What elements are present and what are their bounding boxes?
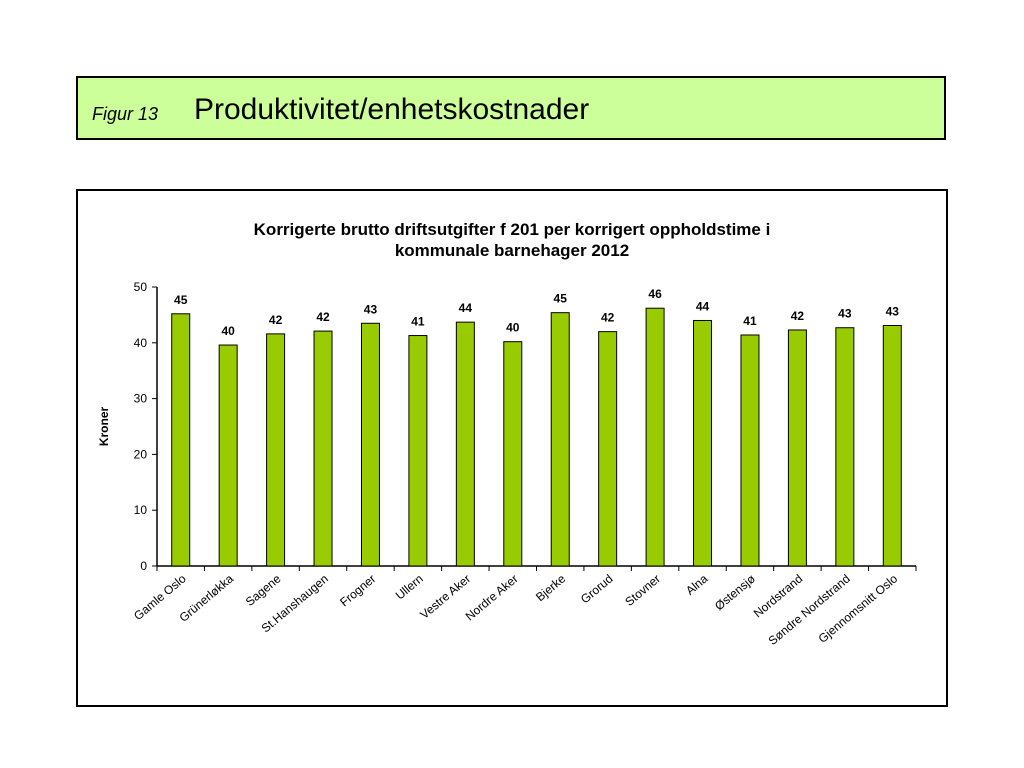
bar [693, 319, 713, 567]
category-label: Alna [683, 571, 711, 597]
data-label: 41 [743, 314, 757, 328]
category-label: Gjennomsnitt Oslo [816, 571, 901, 645]
category-label: Ullern [393, 572, 426, 603]
bar [598, 331, 618, 567]
bar [787, 329, 807, 567]
chart-title-line-2: kommunale barnehager 2012 [394, 241, 630, 260]
data-label: 43 [886, 305, 900, 319]
figure-title: Produktivitet/enhetskostnader [194, 93, 590, 126]
category-label: Bjerke [533, 571, 568, 604]
bar [408, 335, 428, 567]
category-label: Stovner [622, 572, 663, 609]
category-label: Østensjø [712, 571, 758, 613]
data-label: 44 [696, 299, 710, 313]
data-label: 42 [601, 311, 615, 325]
bar [313, 330, 333, 567]
data-label: 42 [316, 310, 330, 324]
y-tick-label: 50 [134, 280, 148, 294]
data-label: 46 [648, 287, 662, 301]
figure-label: Figur 13 [92, 104, 159, 124]
bar [503, 341, 523, 567]
y-tick-label: 10 [134, 503, 148, 517]
y-tick-label: 20 [134, 447, 148, 461]
figure-header: Figur 13 Produktivitet/enhetskostnader [76, 76, 946, 140]
category-label: Sagene [243, 571, 284, 609]
data-label: 43 [364, 302, 378, 316]
bar [882, 325, 902, 567]
data-label: 45 [554, 292, 568, 306]
bar [360, 322, 380, 567]
data-label: 44 [459, 301, 473, 315]
bar [740, 334, 760, 567]
chart-title-line-1: Korrigerte brutto driftsutgifter f 201 p… [253, 220, 771, 239]
y-tick-label: 30 [134, 392, 148, 406]
data-label: 42 [791, 309, 805, 323]
data-label: 42 [269, 313, 283, 327]
bar [218, 344, 238, 567]
category-label: Nordre Aker [463, 572, 521, 624]
bar [171, 313, 191, 567]
data-label: 40 [506, 321, 520, 335]
bar [550, 312, 570, 567]
y-tick-label: 40 [134, 336, 148, 350]
data-label: 41 [411, 315, 425, 329]
data-label: 43 [838, 307, 852, 321]
chart-container: Korrigerte brutto driftsutgifter f 201 p… [76, 189, 948, 707]
bar [455, 321, 475, 567]
category-label: Søndre Nordstrand [766, 572, 853, 648]
bar [266, 333, 286, 567]
bar [645, 307, 665, 567]
category-label: Frogner [337, 572, 378, 610]
y-tick-label: 0 [140, 559, 147, 573]
category-label: Grorud [578, 572, 616, 607]
y-axis-title: Kroner [97, 407, 111, 447]
chart-title: Korrigerte brutto driftsutgifter f 201 p… [78, 219, 946, 261]
data-label: 45 [174, 293, 188, 307]
bar [835, 327, 855, 567]
data-label: 40 [221, 324, 235, 338]
